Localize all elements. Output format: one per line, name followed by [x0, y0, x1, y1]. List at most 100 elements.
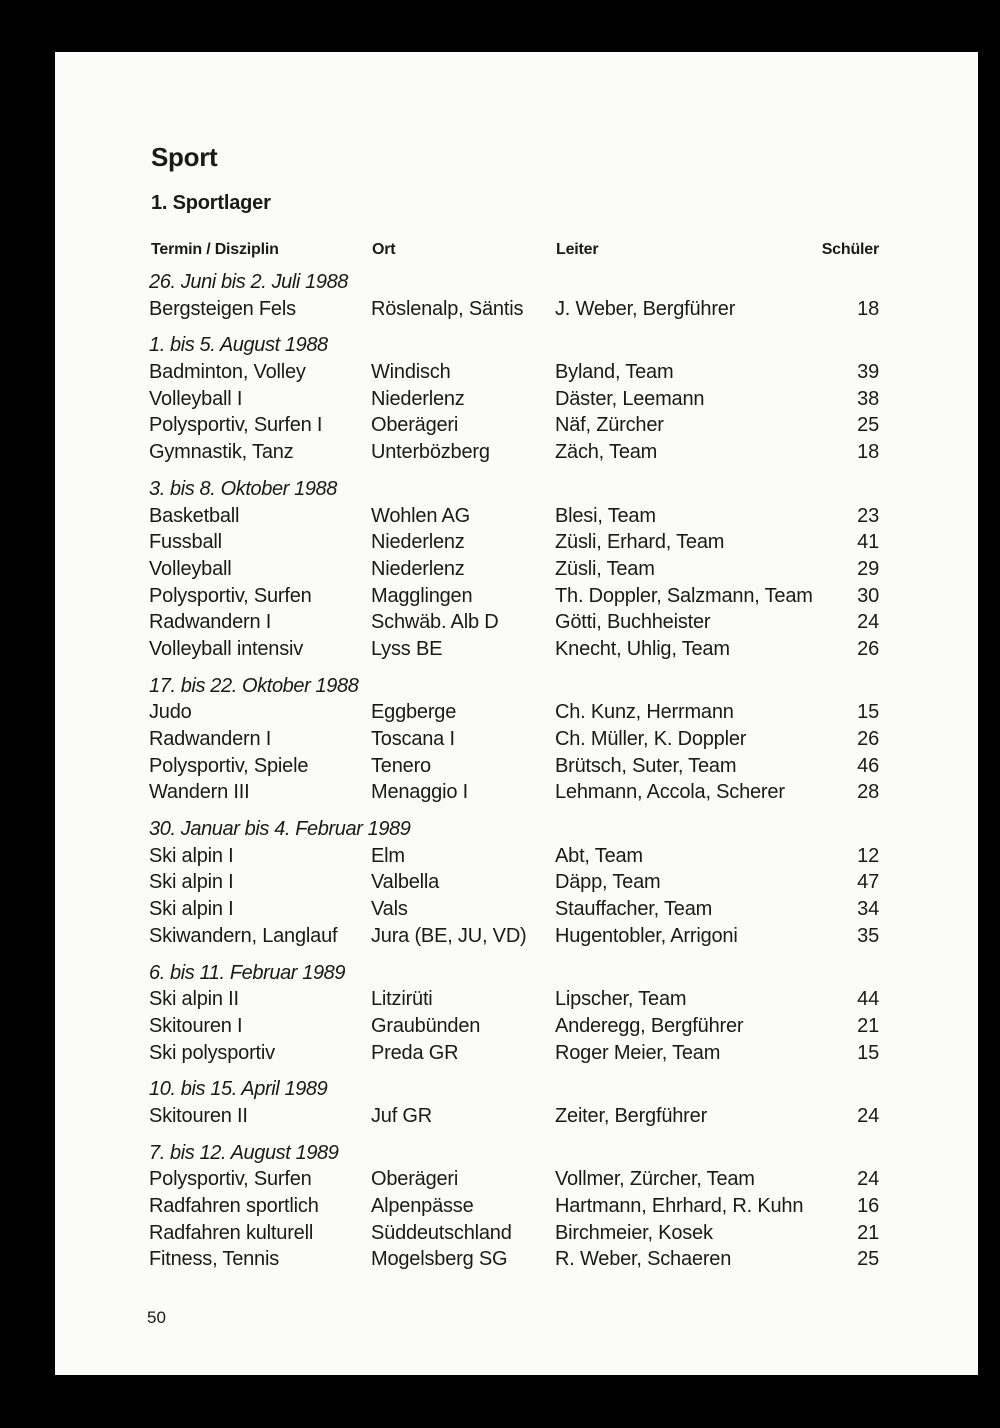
- cell-location: Unterbözberg: [371, 441, 490, 464]
- group-date: 30. Januar bis 4. Februar 1989: [149, 818, 411, 841]
- cell-discipline: Ski alpin I: [149, 871, 234, 894]
- cell-leader: Byland, Team: [555, 361, 674, 384]
- cell-leader: J. Weber, Bergführer: [555, 297, 736, 320]
- cell-discipline: Skitouren II: [149, 1104, 248, 1127]
- cell-students: 24: [857, 1104, 879, 1127]
- cell-location: Süddeutschland: [371, 1221, 512, 1244]
- cell-location: Toscana I: [371, 728, 455, 750]
- cell-students: 18: [857, 297, 879, 320]
- cell-leader: Th. Doppler, Salzmann, Team: [555, 584, 813, 607]
- cell-students: 28: [857, 781, 879, 804]
- cell-leader: Hartmann, Ehrhard, R. Kuhn: [555, 1195, 804, 1217]
- cell-location: Alpenpässe: [371, 1195, 474, 1217]
- group-date: 26. Juni bis 2. Juli 1988: [149, 271, 349, 293]
- table-row: Badminton, Volley Windisch Byland, Team 39: [149, 359, 879, 386]
- cell-location: Graubünden: [371, 1014, 481, 1037]
- table-row: Volleyball Niederlenz Züsli, Team 29: [149, 556, 879, 583]
- cell-students: 15: [857, 701, 879, 724]
- cell-leader: Brütsch, Suter, Team: [555, 754, 737, 777]
- section-title: 1. Sportlager: [151, 192, 271, 214]
- cell-students: 30: [857, 584, 879, 607]
- cell-students: 26: [857, 728, 879, 750]
- table-row: Ski alpin I Valbella Däpp, Team 47: [149, 869, 879, 896]
- cell-leader: Däster, Leemann: [555, 387, 705, 410]
- table-row: Polysportiv, Surfen I Oberägeri Näf, Zürch…: [149, 412, 879, 439]
- cell-location: Schwäb. Alb D: [371, 611, 499, 634]
- cell-discipline: Ski alpin I: [149, 898, 234, 921]
- cell-discipline: Radfahren sportlich: [149, 1195, 319, 1217]
- cell-location: Valbella: [371, 871, 440, 894]
- cell-leader: R. Weber, Schaeren: [555, 1248, 732, 1271]
- header-ort: Ort: [372, 241, 396, 258]
- table-row: Radwandern I Toscana I Ch. Müller, K. Dopp…: [149, 726, 879, 753]
- cell-location: Windisch: [371, 361, 451, 384]
- cell-students: 47: [857, 871, 879, 894]
- table-row: Polysportiv, Spiele Tenero Brütsch, Suter,…: [149, 753, 879, 780]
- cell-discipline: Volleyball I: [149, 387, 243, 410]
- cell-leader: Birchmeier, Kosek: [555, 1221, 713, 1244]
- cell-students: 18: [857, 441, 879, 464]
- table-row: Ski alpin II Litzirüti Lipscher, Team 44: [149, 986, 879, 1013]
- cell-discipline: Radwandern I: [149, 611, 272, 634]
- cell-discipline: Wandern III: [149, 781, 250, 804]
- cell-leader: Lehmann, Accola, Scherer: [555, 781, 785, 804]
- cell-location: Lyss BE: [371, 637, 443, 660]
- cell-location: Eggberge: [371, 701, 457, 724]
- cell-students: 24: [857, 611, 879, 634]
- table-row: Radfahren sportlich Alpenpässe Hartmann, E…: [149, 1193, 879, 1220]
- cell-leader: Ch. Kunz, Herrmann: [555, 701, 734, 724]
- cell-discipline: Gymnastik, Tanz: [149, 441, 294, 464]
- cell-discipline: Ski alpin II: [149, 988, 239, 1011]
- table-row: Skitouren II Juf GR Zeiter, Bergführer 24: [149, 1103, 879, 1130]
- group-date: 10. bis 15. April 1989: [149, 1078, 328, 1101]
- cell-leader: Knecht, Uhlig, Team: [555, 637, 730, 660]
- table-row: Basketball Wohlen AG Blesi, Team 23: [149, 503, 879, 530]
- cell-location: Niederlenz: [371, 557, 465, 580]
- table-row: Gymnastik, Tanz Unterbözberg Zäch, Team 18: [149, 439, 879, 466]
- table-row: Wandern III Menaggio I Lehmann, Accola, Sc…: [149, 779, 879, 806]
- cell-leader: Däpp, Team: [555, 871, 661, 894]
- cell-location: Elm: [371, 844, 405, 867]
- cell-location: Niederlenz: [371, 531, 465, 554]
- cell-students: 25: [857, 1248, 879, 1271]
- cell-leader: Hugentobler, Arrigoni: [555, 924, 738, 947]
- cell-discipline: Bergsteigen Fels: [149, 297, 296, 320]
- cell-students: 16: [857, 1195, 879, 1217]
- table-row: Judo Eggberge Ch. Kunz, Herrmann 15: [149, 699, 879, 726]
- header-schueler: Schüler: [821, 241, 879, 258]
- cell-students: 23: [857, 504, 879, 527]
- date-group: 17. bis 22. Oktober 1988 Judo Eggberge Ch. …: [149, 673, 879, 806]
- cell-leader: Blesi, Team: [555, 504, 656, 527]
- cell-location: Vals: [371, 898, 408, 921]
- cell-discipline: Skiwandern, Langlauf: [149, 924, 338, 947]
- cell-leader: Götti, Buchheister: [555, 611, 711, 634]
- table-row: Volleyball I Niederlenz Däster, Leemann 38: [149, 386, 879, 413]
- cell-leader: Näf, Zürcher: [555, 414, 664, 437]
- cell-discipline: Polysportiv, Surfen I: [149, 414, 323, 437]
- date-group: 6. bis 11. Februar 1989 Ski alpin II Litzi…: [149, 960, 879, 1067]
- cell-leader: Züsli, Team: [555, 557, 655, 580]
- cell-leader: Ch. Müller, K. Doppler: [555, 728, 747, 750]
- group-date: 7. bis 12. August 1989: [149, 1141, 339, 1164]
- page-number: 50: [147, 1308, 166, 1327]
- cell-discipline: Volleyball intensiv: [149, 637, 304, 660]
- cell-discipline: Judo: [149, 701, 192, 724]
- cell-discipline: Polysportiv, Surfen: [149, 1168, 312, 1191]
- cell-students: 24: [857, 1168, 879, 1191]
- cell-students: 44: [857, 988, 879, 1011]
- cell-discipline: Polysportiv, Spiele: [149, 754, 309, 777]
- cell-discipline: Radfahren kulturell: [149, 1221, 314, 1244]
- table-row: Fussball Niederlenz Züsli, Erhard, Team 41: [149, 529, 879, 556]
- cell-students: 12: [857, 844, 879, 867]
- table-row: Ski alpin I Vals Stauffacher, Team 34: [149, 896, 879, 923]
- cell-students: 38: [857, 387, 879, 410]
- cell-location: Mogelsberg SG: [371, 1248, 508, 1271]
- cell-leader: Roger Meier, Team: [555, 1041, 721, 1064]
- cell-location: Oberägeri: [371, 1168, 459, 1191]
- group-date: 17. bis 22. Oktober 1988: [149, 674, 359, 697]
- cell-discipline: Polysportiv, Surfen: [149, 584, 312, 607]
- cell-discipline: Volleyball: [149, 557, 232, 580]
- cell-students: 21: [857, 1221, 879, 1244]
- date-group: 3. bis 8. Oktober 1988 Basketball Wohlen A…: [149, 476, 879, 663]
- cell-location: Menaggio I: [371, 781, 468, 804]
